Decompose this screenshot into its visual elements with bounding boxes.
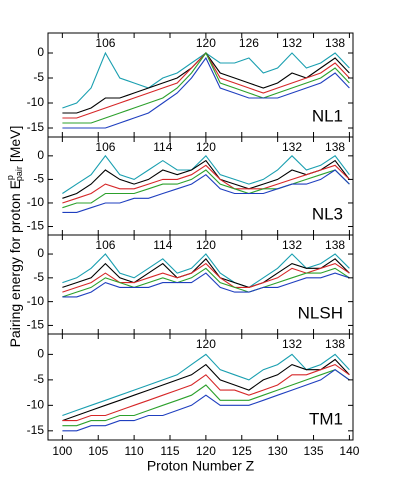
x-tick-label: 100 <box>52 444 72 458</box>
annotation: 106 <box>95 36 115 50</box>
annotation: 132 <box>282 140 302 154</box>
y-axis-label-part: Pairing energy for proton E <box>7 180 23 347</box>
series-line <box>62 52 350 119</box>
x-axis-label: Proton Number Z <box>147 458 255 474</box>
y-tick-label: -5 <box>33 70 44 84</box>
series-line <box>62 369 350 427</box>
annotation: 120 <box>196 36 216 50</box>
y-tick-label: -5 <box>33 372 44 386</box>
series-line <box>62 358 350 422</box>
y-axis-label-part: [MeV] <box>7 126 23 166</box>
y-tick-label: 0 <box>37 45 44 59</box>
x-tick-label: 115 <box>160 444 179 458</box>
series-line <box>62 363 350 422</box>
series-line <box>62 51 350 109</box>
series-line <box>62 51 350 124</box>
series-line <box>62 169 350 209</box>
y-tick-label: -10 <box>27 195 45 209</box>
panel-label: NL3 <box>312 204 343 223</box>
y-axis-label-part: p <box>5 175 15 180</box>
x-tick-label: 130 <box>268 444 288 458</box>
y-tick-label: -15 <box>27 219 45 233</box>
y-tick-label: -5 <box>33 172 44 186</box>
series-line <box>62 257 350 288</box>
annotation: 106 <box>95 238 115 252</box>
series-line <box>62 272 350 298</box>
y-tick-label: -5 <box>33 270 44 284</box>
annotation: 106 <box>95 140 115 154</box>
series-line <box>62 159 350 199</box>
annotation: 114 <box>153 238 172 252</box>
panel-label: TM1 <box>309 409 343 428</box>
series-line <box>62 253 350 289</box>
y-tick-label: -15 <box>27 318 45 332</box>
series-line <box>62 267 350 298</box>
annotation: 138 <box>325 140 345 154</box>
panel-frame <box>47 333 354 441</box>
y-tick-label: -10 <box>27 398 45 412</box>
annotation: 138 <box>325 337 345 351</box>
annotation: 138 <box>325 238 345 252</box>
series-line <box>62 169 350 213</box>
y-axis-label-part: pair <box>14 166 24 181</box>
series-line <box>62 353 350 417</box>
series-line <box>62 262 350 293</box>
annotation: 120 <box>196 140 216 154</box>
y-tick-label: -10 <box>27 294 45 308</box>
series-line <box>62 154 350 194</box>
annotation: 126 <box>239 36 259 50</box>
annotation: 132 <box>282 337 302 351</box>
y-axis-label: Pairing energy for proton Eppair [MeV] <box>5 126 24 348</box>
x-tick-label: 135 <box>304 444 324 458</box>
x-tick-label: 105 <box>88 444 108 458</box>
x-tick-label: 120 <box>196 444 216 458</box>
series-line <box>62 369 350 432</box>
y-tick-label: -15 <box>27 423 45 437</box>
y-tick-label: -10 <box>27 95 45 109</box>
annotation: 120 <box>196 337 216 351</box>
panel-label: NL1 <box>312 106 343 125</box>
x-tick-label: 125 <box>232 444 252 458</box>
x-tick-label: 110 <box>125 444 144 458</box>
y-tick-label: 0 <box>37 347 44 361</box>
annotation: 120 <box>196 238 216 252</box>
y-tick-label: 0 <box>37 148 44 162</box>
annotation: 138 <box>325 36 345 50</box>
x-tick-label: 140 <box>339 444 359 458</box>
annotation: 132 <box>282 36 302 50</box>
y-tick-label: 0 <box>37 246 44 260</box>
panel-label: NLSH <box>298 303 343 322</box>
series-line <box>62 56 350 129</box>
annotation: 132 <box>282 238 302 252</box>
annotation: 114 <box>153 140 172 154</box>
y-tick-label: -15 <box>27 120 45 134</box>
series-line <box>62 164 350 204</box>
